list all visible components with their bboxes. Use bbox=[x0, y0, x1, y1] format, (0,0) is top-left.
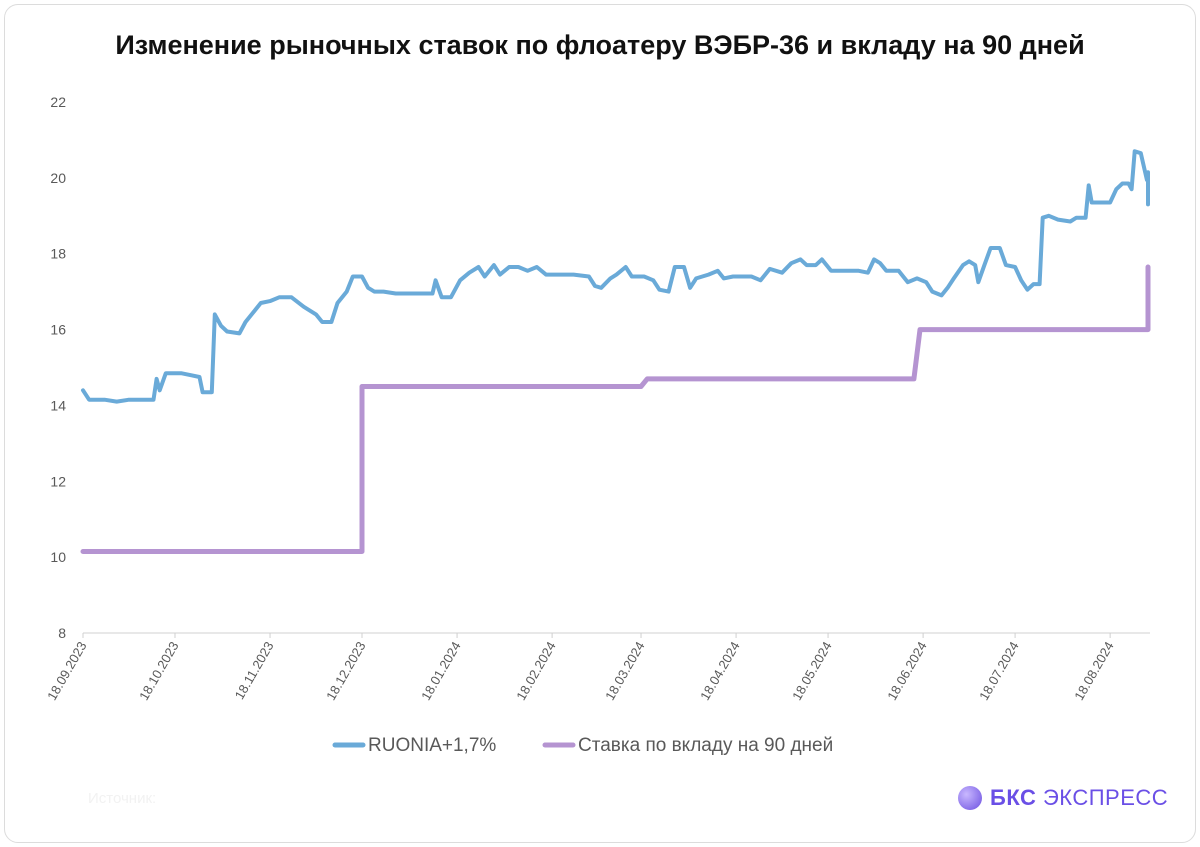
brand-logo: БКС ЭКСПРЕСС bbox=[958, 785, 1168, 811]
brand-orb-icon bbox=[958, 786, 982, 810]
x-tick-label: 18.04.2024 bbox=[697, 639, 743, 703]
series-line-deposit bbox=[80, 264, 1151, 554]
x-tick-label: 18.03.2024 bbox=[602, 639, 648, 703]
source-label: Источник: bbox=[88, 790, 157, 807]
y-tick-label: 10 bbox=[50, 549, 66, 565]
series-line-ruonia bbox=[81, 149, 1150, 404]
legend-label-ruonia: RUONIA+1,7% bbox=[368, 735, 496, 756]
x-tick-label: 18.01.2024 bbox=[418, 639, 464, 703]
x-tick-label: 18.11.2023 bbox=[232, 639, 277, 702]
x-tick-label: 18.07.2024 bbox=[976, 639, 1022, 703]
y-tick-label: 8 bbox=[58, 625, 66, 641]
y-tick-label: 14 bbox=[50, 397, 66, 413]
brand-name-bold: БКС bbox=[990, 785, 1037, 810]
card-frame bbox=[4, 4, 1196, 843]
x-tick-label: 18.05.2024 bbox=[789, 639, 835, 703]
legend-label-deposit: Ставка по вкладу на 90 дней bbox=[578, 735, 833, 756]
brand-name-rest: ЭКСПРЕСС bbox=[1036, 785, 1169, 810]
x-tick-label: 18.10.2023 bbox=[136, 639, 182, 703]
y-tick-label: 18 bbox=[50, 246, 66, 262]
y-tick-label: 12 bbox=[50, 473, 66, 489]
series-lines bbox=[80, 149, 1151, 554]
y-tick-label: 16 bbox=[50, 322, 66, 338]
x-axis-ticks: 18.09.2023 18.10.2023 18.11.2023 18.12.2023… bbox=[44, 633, 1117, 703]
x-tick-label: 18.08.2024 bbox=[1071, 639, 1117, 703]
x-tick-label: 18.09.2023 bbox=[44, 639, 90, 703]
legend: RUONIA+1,7% Ставка по вкладу на 90 дней bbox=[332, 735, 833, 756]
brand-text: БКС ЭКСПРЕСС bbox=[990, 785, 1168, 811]
y-tick-label: 22 bbox=[50, 94, 66, 110]
y-axis-ticks: 8 10 12 14 16 18 20 22 bbox=[50, 94, 66, 641]
x-tick-label: 18.06.2024 bbox=[884, 639, 930, 703]
chart-title: Изменение рыночных ставок по флоатеру ВЭ… bbox=[115, 30, 1085, 60]
y-tick-label: 20 bbox=[50, 170, 66, 186]
x-tick-label: 18.12.2023 bbox=[323, 639, 369, 703]
x-tick-label: 18.02.2024 bbox=[513, 639, 559, 703]
